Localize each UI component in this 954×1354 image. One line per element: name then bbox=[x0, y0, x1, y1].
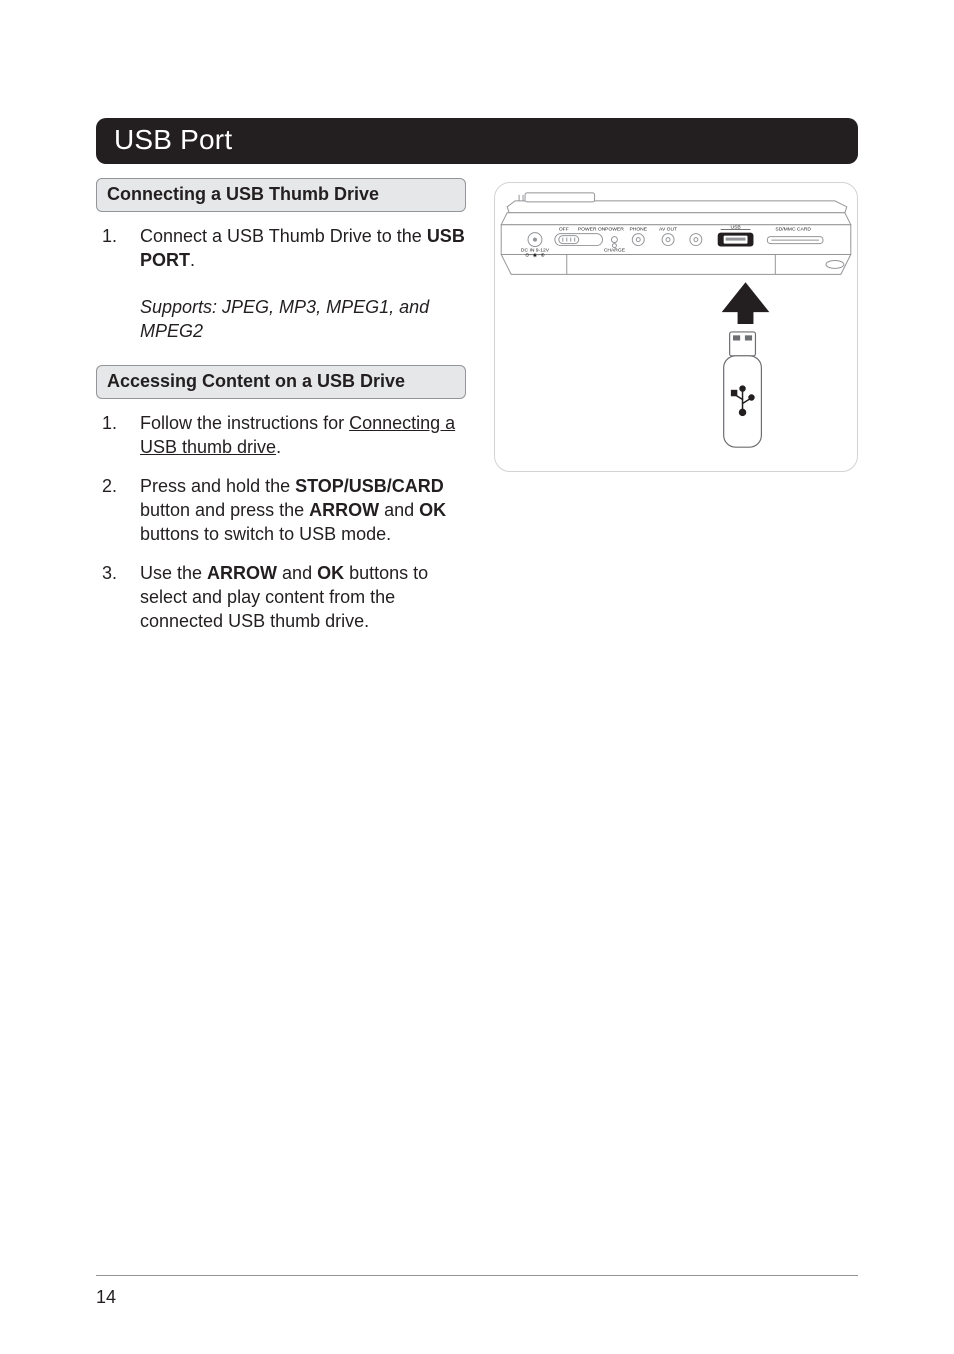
usb-drive-icon bbox=[724, 332, 762, 447]
step-number: 1. bbox=[102, 224, 140, 273]
step-number: 1. bbox=[102, 411, 140, 460]
steps-accessing: 1. Follow the instructions for Connectin… bbox=[96, 411, 466, 633]
label-off: OFF bbox=[559, 227, 569, 233]
page: USB Port Connecting a USB Thumb Drive 1.… bbox=[0, 0, 954, 1354]
step-body: Press and hold the STOP/USB/CARD button … bbox=[140, 474, 466, 547]
label-power: POWER bbox=[605, 227, 624, 233]
step-bold-arrow: ARROW bbox=[309, 500, 379, 520]
sub-header-connecting-text: Connecting a USB Thumb Drive bbox=[107, 184, 379, 204]
supports-note-text: Supports: JPEG, MP3, MPEG1, and MPEG2 bbox=[140, 297, 429, 341]
steps-connecting: 1. Connect a USB Thumb Drive to the USB … bbox=[96, 224, 466, 273]
sub-header-accessing: Accessing Content on a USB Drive bbox=[96, 365, 466, 399]
step-text: Follow the instructions for bbox=[140, 413, 349, 433]
sub-header-connecting: Connecting a USB Thumb Drive bbox=[96, 178, 466, 212]
step-item: 1. Follow the instructions for Connectin… bbox=[102, 411, 466, 460]
section-title-text: USB Port bbox=[114, 124, 232, 155]
step-body: Connect a USB Thumb Drive to the USB POR… bbox=[140, 224, 466, 273]
step-text: buttons to switch to USB mode. bbox=[140, 524, 391, 544]
step-number: 3. bbox=[102, 561, 140, 634]
supports-note: Supports: JPEG, MP3, MPEG1, and MPEG2 bbox=[140, 295, 466, 344]
step-body: Use the ARROW and OK buttons to select a… bbox=[140, 561, 466, 634]
step-body: Follow the instructions for Connecting a… bbox=[140, 411, 466, 460]
label-card: SD/MMC CARD bbox=[775, 227, 811, 233]
two-column-layout: Connecting a USB Thumb Drive 1. Connect … bbox=[96, 178, 858, 656]
left-column: Connecting a USB Thumb Drive 1. Connect … bbox=[96, 178, 466, 656]
step-text: . bbox=[276, 437, 281, 457]
step-item: 3. Use the ARROW and OK buttons to selec… bbox=[102, 561, 466, 634]
sub-header-accessing-text: Accessing Content on a USB Drive bbox=[107, 371, 405, 391]
arrow-up-icon bbox=[722, 282, 770, 324]
label-charge: CHARGE bbox=[604, 248, 626, 254]
step-bold-ok: OK bbox=[317, 563, 344, 583]
right-column: DC IN 9-12V ⊖─◉─⊕ OFF POWER ON POWER bbox=[494, 178, 858, 656]
page-number: 14 bbox=[96, 1287, 116, 1308]
device-illustration-icon: DC IN 9-12V ⊖─◉─⊕ OFF POWER ON POWER bbox=[495, 183, 857, 471]
section-header: USB Port bbox=[96, 118, 858, 164]
step-text: Use the bbox=[140, 563, 207, 583]
page-number-text: 14 bbox=[96, 1287, 116, 1307]
step-text: and bbox=[277, 563, 317, 583]
label-av-out: AV OUT bbox=[659, 227, 677, 233]
step-text: button and press the bbox=[140, 500, 309, 520]
step-item: 1. Connect a USB Thumb Drive to the USB … bbox=[102, 224, 466, 273]
footer-rule bbox=[96, 1275, 858, 1276]
step-bold-arrow: ARROW bbox=[207, 563, 277, 583]
step-text: Press and hold the bbox=[140, 476, 295, 496]
step-number: 2. bbox=[102, 474, 140, 547]
label-power-on: POWER ON bbox=[578, 227, 606, 233]
step-text: . bbox=[190, 250, 195, 270]
svg-text:⊖─◉─⊕: ⊖─◉─⊕ bbox=[525, 252, 545, 258]
illustration-box: DC IN 9-12V ⊖─◉─⊕ OFF POWER ON POWER bbox=[494, 182, 858, 472]
step-text: and bbox=[379, 500, 419, 520]
step-text: Connect a USB Thumb Drive to the bbox=[140, 226, 427, 246]
step-bold-stop: STOP/USB/CARD bbox=[295, 476, 444, 496]
step-bold-ok: OK bbox=[419, 500, 446, 520]
label-phone: PHONE bbox=[629, 227, 647, 233]
step-item: 2. Press and hold the STOP/USB/CARD butt… bbox=[102, 474, 466, 547]
